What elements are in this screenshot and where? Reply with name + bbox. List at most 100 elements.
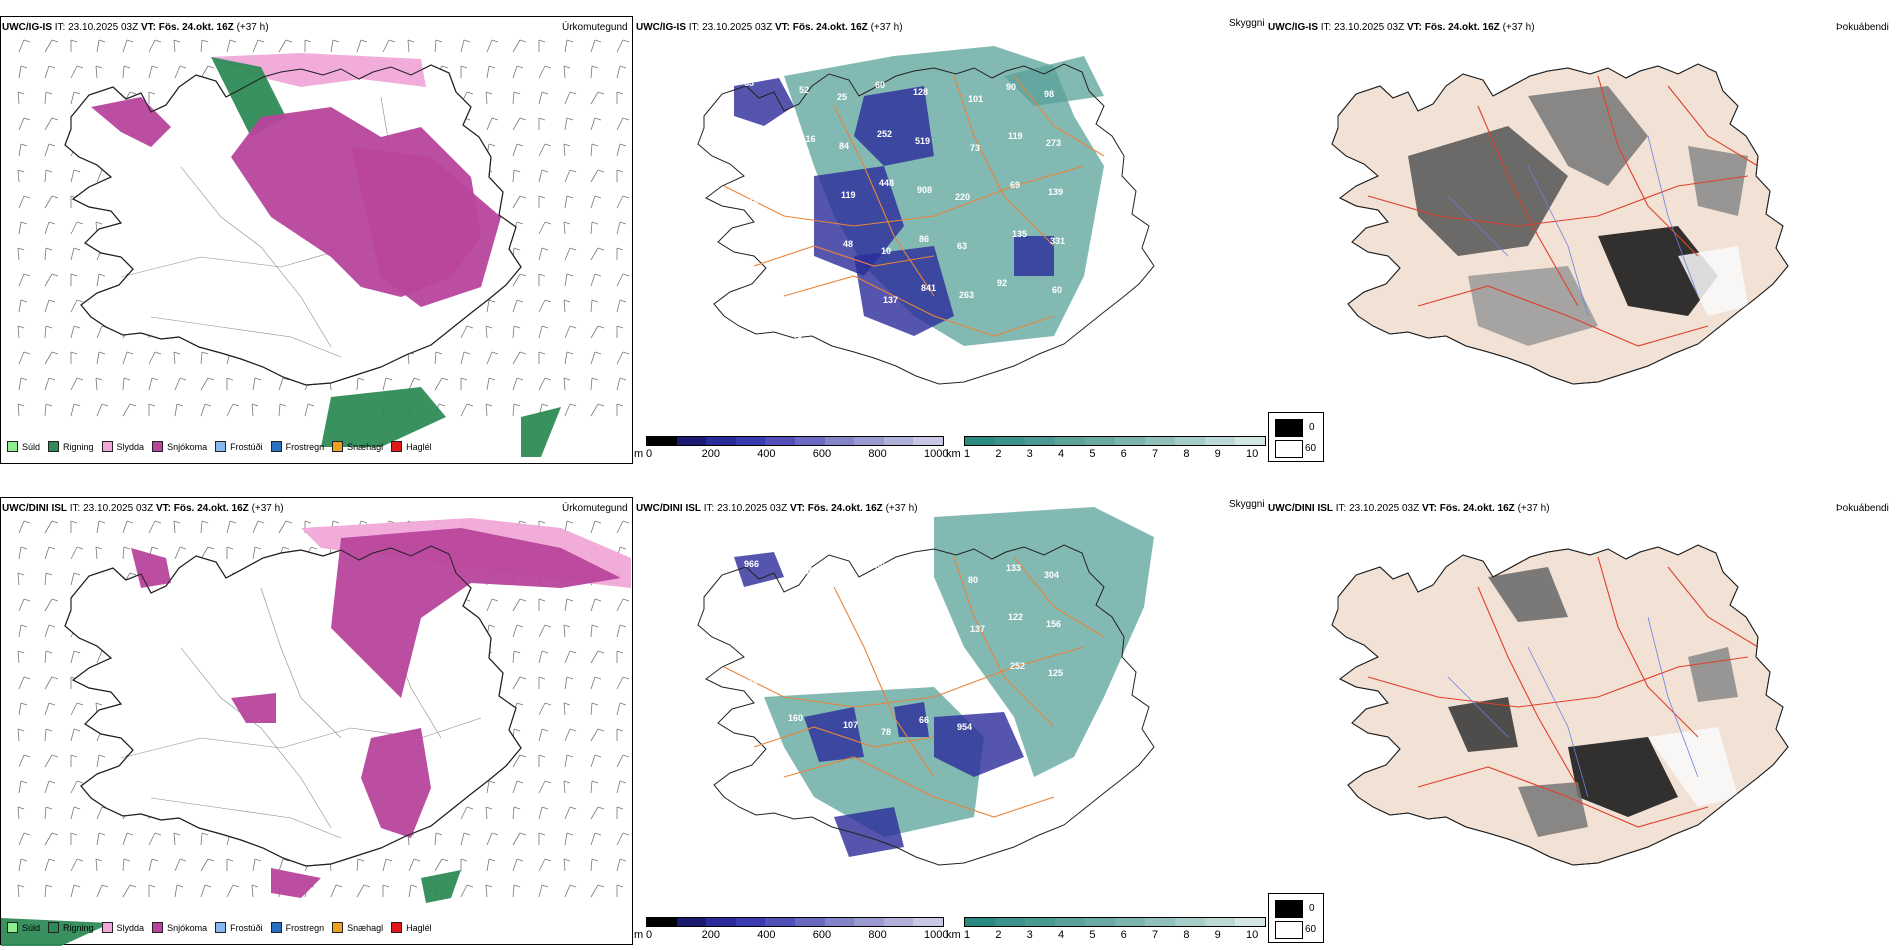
ceiling-value-label: 89	[875, 561, 885, 571]
colorbar-tick-label: 1	[964, 448, 971, 460]
wind-barb	[563, 143, 566, 157]
colorbar-segment	[1055, 437, 1085, 445]
wind-barb	[538, 221, 546, 235]
wind-barb-flag	[45, 650, 53, 654]
legend-label: Rigning	[63, 441, 94, 452]
wind-barb	[122, 403, 131, 417]
wind-barb	[173, 39, 176, 53]
header-cloud-dini: UWC/DINI ISL IT: 23.10.2025 03Z VT: Fös.…	[636, 503, 918, 514]
wind-barb-flag	[251, 884, 259, 888]
wind-barb-flag	[619, 858, 627, 862]
wind-barb-flag	[435, 832, 443, 836]
wind-barb	[44, 520, 53, 534]
wind-barb	[486, 299, 490, 313]
wind-barb	[564, 351, 568, 365]
wind-barb-flag	[544, 299, 552, 303]
wind-barb-flag	[460, 65, 468, 69]
wind-barb	[512, 624, 518, 638]
wind-barb-flag	[441, 858, 449, 862]
wind-barb-flag	[229, 39, 237, 43]
wind-barb	[563, 221, 566, 235]
colorbar-segments	[964, 917, 1266, 927]
wind-barb	[173, 520, 176, 534]
wind-barb	[44, 377, 50, 391]
colorbar-tick-label: 3	[1026, 448, 1033, 460]
legend-item: Frostúði	[215, 441, 263, 452]
wind-barb-flag	[541, 169, 549, 173]
title-fog-ig: Þokuábendi	[1836, 22, 1889, 33]
wind-barb	[408, 884, 412, 898]
wind-barb-flag	[20, 221, 28, 225]
wind-barb-flag	[616, 650, 624, 654]
wind-barb-flag	[513, 728, 521, 732]
wind-barb	[44, 39, 53, 53]
ceiling-value-label: 69	[1010, 180, 1020, 190]
wind-barb	[616, 221, 621, 235]
wind-barb-flag	[98, 39, 106, 43]
ceiling-value-label: 160	[788, 713, 803, 723]
wind-barb	[590, 832, 596, 846]
wind-barb-flag	[257, 39, 265, 43]
wind-barb	[44, 546, 50, 560]
wind-barb	[538, 858, 546, 872]
wind-barb-flag	[619, 65, 627, 69]
wind-barb	[538, 780, 546, 794]
ceiling-value-label: 220	[955, 192, 970, 202]
wind-barb-flag	[154, 520, 162, 524]
wind-barb-flag	[179, 546, 187, 550]
low-visibility-area	[934, 507, 1154, 777]
wind-barb-flag	[123, 377, 131, 381]
wind-barb-flag	[45, 169, 53, 173]
colorbar-segment	[1085, 918, 1115, 926]
ceiling-value-label: 46	[792, 330, 802, 340]
wind-barb-flag	[48, 858, 56, 862]
wind-barb	[278, 858, 284, 872]
wind-barb	[512, 780, 518, 794]
legend-label: Frostúði	[230, 922, 263, 933]
ceiling-value-label: 519	[915, 136, 930, 146]
wind-barb-flag	[591, 624, 599, 628]
road	[1477, 105, 1579, 307]
wind-barb	[616, 676, 624, 690]
iceland-coast-overlay	[64, 545, 522, 867]
wind-barb	[590, 520, 596, 534]
ceiling-value-label: 137	[883, 295, 898, 305]
wind-barb-flag	[98, 754, 106, 758]
wind-barb-flag	[566, 832, 574, 836]
wind-barb-flag	[20, 546, 28, 550]
wind-barb-flag	[466, 325, 474, 329]
wind-barb-flag	[519, 832, 527, 836]
wind-barb	[17, 169, 20, 183]
precip-legend: Súld Rigning Slydda Snjókoma Frostúði Frostre…	[7, 922, 432, 933]
rain-area	[321, 387, 446, 447]
wind-barb	[512, 299, 518, 313]
wind-barb	[590, 858, 593, 872]
wind-barb-flag	[23, 520, 31, 524]
wind-barb-flag	[619, 546, 627, 550]
colorbar-segment	[883, 437, 914, 445]
ceiling-value-label: 92	[997, 278, 1007, 288]
wind-barb-flag	[616, 403, 624, 407]
wind-barb	[590, 39, 596, 53]
wind-barb	[70, 377, 78, 391]
wind-barb-flag	[98, 832, 106, 836]
wind-barb-flag	[463, 351, 471, 355]
wind-barb-flag	[441, 377, 449, 381]
wind-barb-flag	[23, 832, 31, 836]
wind-barb-flag	[101, 884, 109, 888]
road	[1667, 566, 1759, 648]
wind-barb-flag	[594, 351, 602, 355]
wind-barb	[44, 858, 50, 872]
wind-barb-flag	[591, 780, 599, 784]
colorbar-tick-label: 7	[1152, 929, 1159, 941]
wind-barb	[44, 676, 53, 690]
wind-barb-flag	[23, 598, 31, 602]
low-ceiling-area	[814, 166, 904, 276]
wind-barb-flag	[23, 351, 31, 355]
wind-barb-flag	[616, 728, 624, 732]
wind-barb-flag	[513, 403, 521, 407]
wind-barb-flag	[17, 325, 25, 329]
ceiling-value-label: 128	[913, 87, 928, 97]
ceiling-value-label: 206	[790, 281, 805, 291]
colorbar-segment	[676, 437, 707, 445]
